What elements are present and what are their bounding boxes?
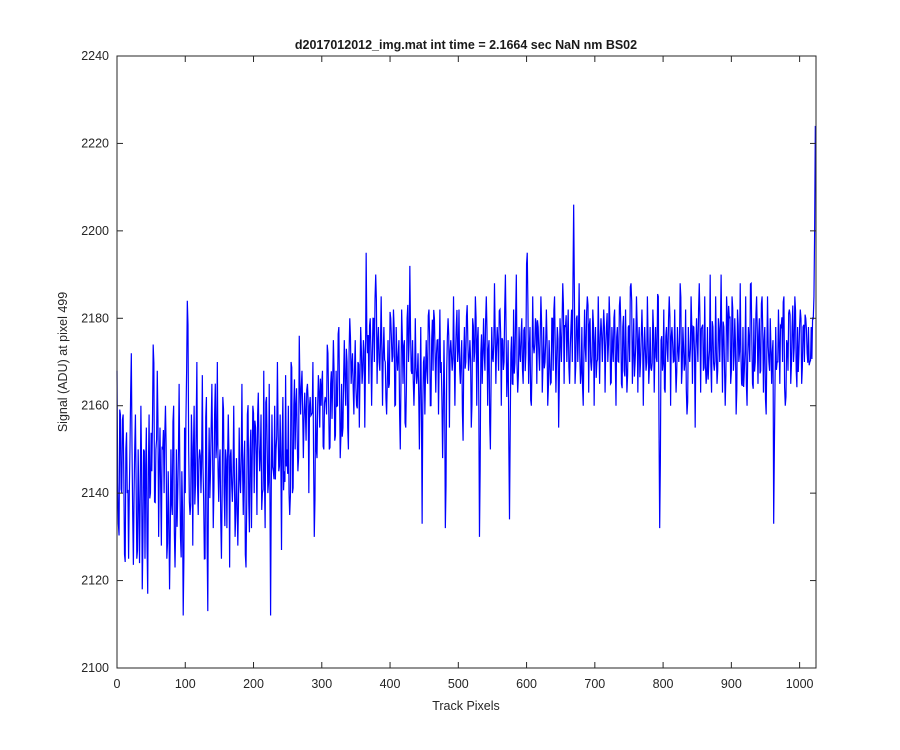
x-tick-label: 200 bbox=[243, 677, 264, 691]
y-tick-label: 2180 bbox=[81, 311, 109, 325]
x-axis-label: Track Pixels bbox=[432, 699, 500, 713]
signal-series-line bbox=[116, 125, 816, 616]
x-tick-label: 500 bbox=[448, 677, 469, 691]
x-tick-label: 900 bbox=[721, 677, 742, 691]
axes-background bbox=[117, 56, 816, 668]
x-tick-label: 800 bbox=[653, 677, 674, 691]
y-tick-label: 2140 bbox=[81, 486, 109, 500]
y-tick-label: 2160 bbox=[81, 399, 109, 413]
x-tick-label: 400 bbox=[380, 677, 401, 691]
x-tick-label: 100 bbox=[175, 677, 196, 691]
y-tick-label: 2200 bbox=[81, 224, 109, 238]
y-tick-label: 2120 bbox=[81, 574, 109, 588]
x-tick-label: 300 bbox=[311, 677, 332, 691]
chart-title: d2017012012_img.mat int time = 2.1664 se… bbox=[295, 38, 637, 52]
x-tick-label: 1000 bbox=[786, 677, 814, 691]
x-tick-label: 700 bbox=[584, 677, 605, 691]
y-tick-label: 2220 bbox=[81, 136, 109, 150]
x-tick-label: 0 bbox=[114, 677, 121, 691]
series-layer bbox=[116, 125, 816, 616]
x-tick-label: 600 bbox=[516, 677, 537, 691]
axes-frame bbox=[116, 55, 817, 669]
y-tick-label: 2100 bbox=[81, 661, 109, 675]
y-axis-label: Signal (ADU) at pixel 499 bbox=[56, 292, 70, 432]
y-tick-label: 2240 bbox=[81, 49, 109, 63]
ticks-layer: 0 100 200 300 400 500 600 700 800 900 1000 2100 2120… bbox=[81, 49, 816, 691]
